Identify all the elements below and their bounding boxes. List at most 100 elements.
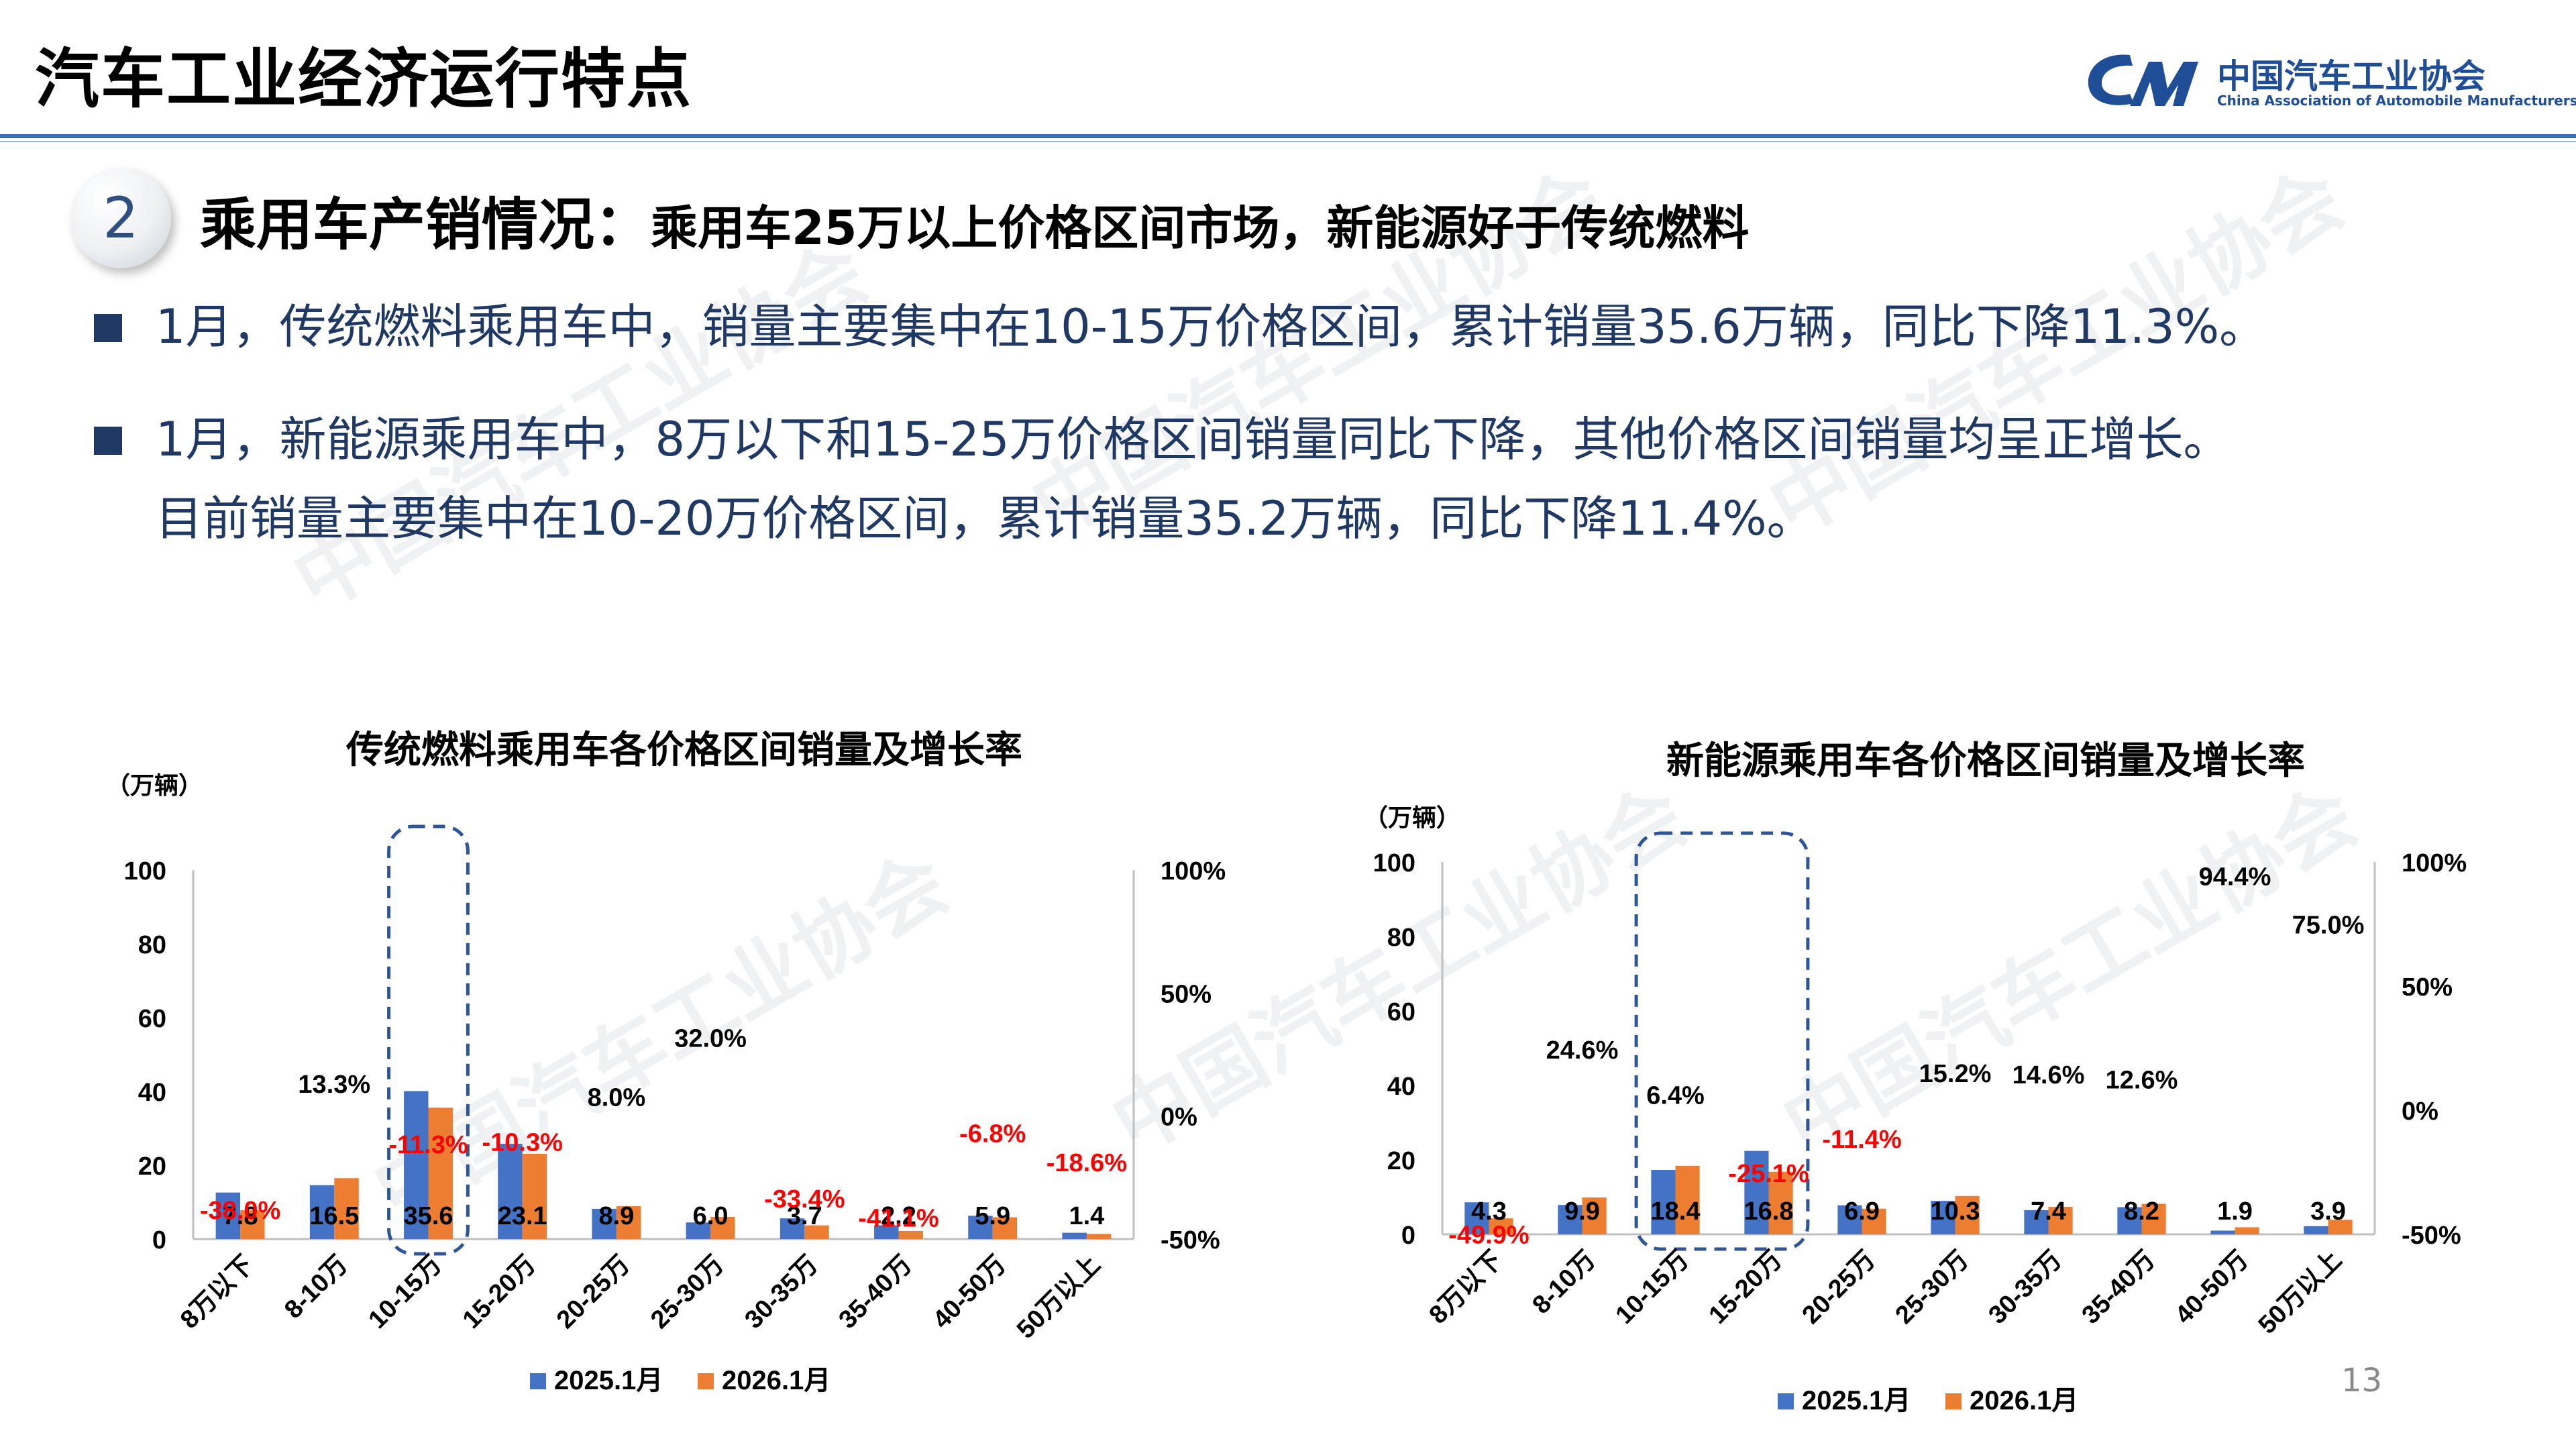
x-tick-label: 15-20万 [1704, 1246, 1788, 1330]
logo-text-en: China Association of Automobile Manufact… [2217, 93, 2576, 109]
x-tick-label: 10-15万 [1611, 1246, 1695, 1330]
bar-2026 [804, 1225, 829, 1239]
growth-rate-label: 12.6% [2106, 1066, 2178, 1094]
bullet-square-icon [94, 314, 122, 342]
chart-title: 新能源乘用车各价格区间销量及增长率 [1666, 739, 2305, 782]
legend-label-2026: 2026.1月 [1970, 1386, 2078, 1415]
x-tick-label: 25-30万 [1890, 1246, 1974, 1330]
value-label: 16.5 [309, 1202, 359, 1230]
growth-rate-label: -41.1% [858, 1204, 938, 1232]
bar-2025 [1558, 1205, 1582, 1234]
bar-2025 [309, 1185, 335, 1239]
y-tick-label: 100 [1373, 849, 1415, 877]
y2-tick-label: 0% [2402, 1097, 2438, 1126]
growth-rate-label: -18.6% [1046, 1149, 1127, 1177]
legend-label-2025: 2025.1月 [554, 1366, 663, 1395]
bar-2026 [710, 1217, 735, 1239]
y-tick-label: 60 [138, 1005, 166, 1033]
bullet-text-line: 1月，新能源乘用车中，8万以下和15-25万价格区间销量同比下降，其他价格区间销… [156, 412, 2231, 467]
bar-2025 [1651, 1169, 1676, 1234]
chart-new-energy: 新能源乘用车各价格区间销量及增长率 （万辆） 0 20 40 60 80 100 -50% 0% 5… [1364, 739, 2467, 1415]
bar-2026 [1862, 1208, 1886, 1234]
bar-2025 [215, 1192, 241, 1239]
logo-text-cn: 中国汽车工业协会 [2217, 57, 2485, 96]
y-tick-label: 100 [124, 857, 166, 885]
highlight-box [1634, 831, 1810, 1251]
page-number: 13 [2341, 1362, 2383, 1399]
bar-2026 [2235, 1227, 2259, 1234]
value-label: 1.4 [1069, 1202, 1104, 1230]
value-label: 6.9 [1844, 1197, 1880, 1226]
bar-2025 [2024, 1210, 2049, 1234]
x-tick-label: 8-10万 [1527, 1246, 1601, 1320]
y-tick-label: 20 [1387, 1147, 1415, 1175]
bar-2026 [428, 1108, 453, 1239]
y-tick-label: 40 [138, 1079, 166, 1107]
bar-2025 [1464, 1202, 1489, 1234]
value-label: 7.8 [223, 1202, 258, 1230]
header-divider-thin [0, 141, 2576, 142]
y2-tick-label: 100% [1161, 857, 1226, 885]
bullet-square-icon [94, 427, 122, 455]
value-label: 7.4 [2031, 1197, 2066, 1226]
y2-tick-label: 0% [1161, 1104, 1197, 1132]
y2-tick-label: 50% [2402, 973, 2453, 1002]
x-tick-label: 50万以上 [1012, 1250, 1106, 1344]
section-subtitle: 乘用车25万以上价格区间市场，新能源好于传统燃料 [651, 201, 1750, 256]
value-label: 3.9 [2310, 1197, 2346, 1226]
chart-conventional-fuel: 传统燃料乘用车各价格区间销量及增长率 （万辆） 0 20 40 60 80 100 -50% 0%… [106, 729, 1226, 1395]
value-label: 1.9 [2217, 1197, 2253, 1226]
growth-rate-label: -11.3% [388, 1131, 468, 1159]
y2-tick-label: 50% [1161, 980, 1212, 1008]
bar-2026 [898, 1230, 923, 1239]
x-tick-label: 25-30万 [645, 1250, 729, 1334]
y-tick-label: 80 [1387, 924, 1415, 952]
caam-logo: 中国汽车工业协会 China Association of Automobile… [2083, 47, 2576, 121]
bar-2025 [686, 1222, 711, 1239]
bar-2026 [616, 1206, 641, 1239]
value-label: 23.1 [498, 1202, 547, 1230]
value-label: 8.9 [598, 1202, 634, 1230]
x-tick-label: 40-50万 [2170, 1246, 2254, 1330]
growth-rate-label: 75.0% [2292, 912, 2365, 940]
bar-2026 [1768, 1171, 1793, 1234]
bar-2025 [498, 1144, 523, 1239]
x-tick-label: 50万以上 [2253, 1246, 2347, 1340]
y-axis-label: （万辆） [1364, 804, 1460, 831]
growth-rate-label: -6.8% [959, 1120, 1026, 1148]
bar-2026 [1955, 1195, 1980, 1234]
value-label: 3.7 [787, 1202, 822, 1230]
growth-rate-label: 8.0% [588, 1083, 646, 1112]
value-label: 5.9 [975, 1202, 1010, 1230]
bar-2026 [2048, 1206, 2073, 1234]
bar-2025 [404, 1091, 429, 1239]
value-label: 10.3 [1931, 1197, 1980, 1226]
bar-2025 [780, 1218, 805, 1239]
bar-2025 [2210, 1230, 2235, 1234]
bullet-text-line: 目前销量主要集中在10-20万价格区间，累计销量35.2万辆，同比下降11.4%… [156, 491, 1814, 546]
legend-label-2026: 2026.1月 [722, 1366, 830, 1395]
x-tick-label: 20-25万 [551, 1250, 635, 1334]
bar-2026 [240, 1210, 265, 1239]
growth-rate-label: -33.4% [764, 1185, 845, 1214]
x-tick-label: 15-20万 [458, 1250, 541, 1334]
section-number: 2 [103, 185, 139, 251]
value-label: 9.9 [1564, 1197, 1600, 1226]
bar-2025 [874, 1225, 899, 1239]
x-tick-label: 35-40万 [2077, 1246, 2161, 1330]
bar-2026 [1675, 1165, 1700, 1234]
y-tick-label: 60 [1387, 998, 1415, 1026]
section-number-badge: 2 [70, 168, 171, 268]
legend-swatch-2026 [698, 1373, 714, 1389]
bar-2026 [1086, 1234, 1112, 1239]
growth-rate-label: 14.6% [2012, 1061, 2085, 1089]
x-tick-label: 8万以下 [175, 1250, 259, 1334]
page-title: 汽车工业经济运行特点 [35, 42, 692, 117]
header-divider [0, 134, 2576, 138]
growth-rate-label: 24.6% [1546, 1036, 1619, 1065]
y-tick-label: 40 [1387, 1073, 1415, 1101]
growth-rate-label: -25.1% [1728, 1160, 1809, 1188]
growth-rate-label: -49.9% [1448, 1222, 1529, 1250]
x-tick-label: 8-10万 [279, 1250, 353, 1324]
y2-tick-label: -50% [2402, 1222, 2461, 1250]
